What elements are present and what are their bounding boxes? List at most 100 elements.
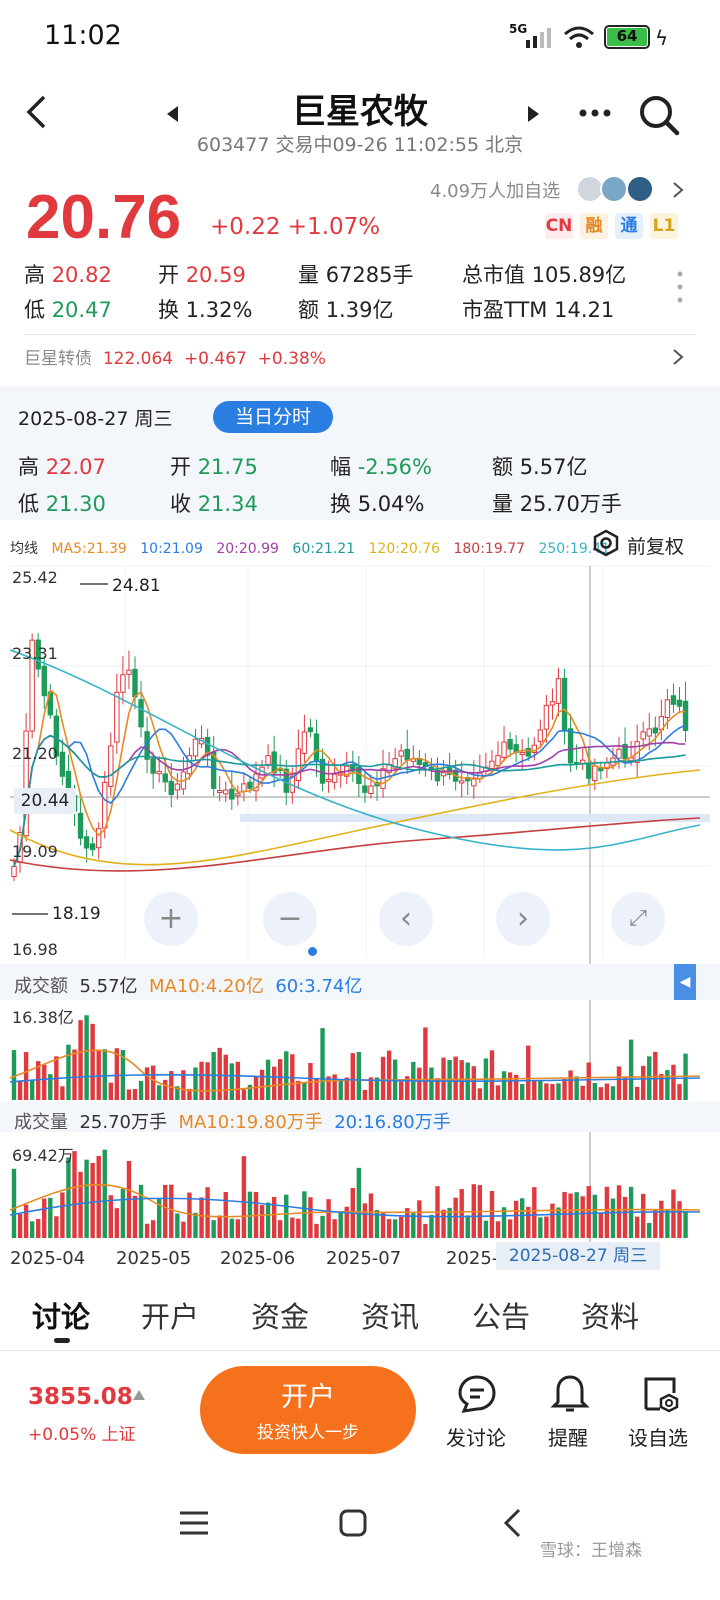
quote-pe: 市盈TTM 14.21	[462, 298, 615, 322]
add-watchlist-label[interactable]: 设自选	[628, 1426, 688, 1450]
amount-bar	[501, 1071, 507, 1100]
volume-bar	[392, 1219, 398, 1238]
stock-title: 巨星农牧	[292, 92, 428, 132]
amount-bar	[42, 1064, 47, 1100]
amount-bar	[580, 1085, 585, 1100]
volume-bar	[90, 1162, 95, 1238]
volume-bar	[314, 1223, 319, 1238]
tab-open-account[interactable]: 开户	[141, 1300, 200, 1334]
back-icon[interactable]	[24, 94, 50, 130]
candle-body	[35, 639, 41, 670]
amount-bar	[84, 1015, 89, 1100]
prev-stock-icon[interactable]	[167, 106, 179, 122]
post-discussion-label[interactable]: 发讨论	[446, 1426, 506, 1450]
tab-funds[interactable]: 资金	[251, 1300, 310, 1334]
candle-body	[471, 777, 477, 787]
badge-connect: 通	[615, 213, 643, 239]
x-tick-3: 2025-06	[220, 1248, 296, 1269]
candle-body	[114, 691, 120, 743]
follower-avatars[interactable]	[576, 173, 662, 203]
scroll-right-button[interactable]: ›	[496, 892, 550, 946]
badge-margin: 融	[580, 213, 608, 239]
more-icon[interactable]	[578, 108, 612, 118]
volume-bar	[344, 1206, 349, 1238]
volume-bar	[241, 1156, 247, 1238]
candle-body	[223, 789, 229, 795]
convertible-bond-row[interactable]: 巨星转债 122.064 +0.467 +0.38%	[24, 349, 326, 369]
fullscreen-icon[interactable]: ⤢	[611, 892, 665, 946]
post-discussion-icon[interactable]	[456, 1373, 498, 1415]
chevron-right-icon[interactable]	[672, 181, 684, 199]
amount-bar	[350, 1053, 355, 1100]
day-turnover: 换 5.04%	[330, 492, 425, 516]
bond-chevron-icon[interactable]	[672, 348, 684, 366]
candle-body	[96, 828, 102, 849]
amount-bar	[181, 1070, 186, 1100]
index-value[interactable]: 3855.08	[28, 1384, 133, 1410]
volume-bar	[193, 1212, 198, 1238]
tab-announcements[interactable]: 公告	[472, 1300, 531, 1334]
intraday-tab-button[interactable]: 当日分时	[213, 401, 333, 433]
candle-body	[586, 762, 592, 779]
volume-bar	[138, 1184, 144, 1238]
candle-body	[168, 780, 175, 795]
volume-bar	[592, 1194, 597, 1238]
system-nav-bar: 雪球：王增森	[0, 1480, 720, 1600]
high-mark-label: 24.81	[112, 576, 161, 596]
volume-bar	[271, 1196, 277, 1238]
index-change[interactable]: +0.05% 上证	[28, 1425, 136, 1445]
day-close: 收 21.34	[170, 492, 258, 516]
amount-bar	[96, 1049, 101, 1100]
amount-bar	[102, 1049, 107, 1100]
ma5-line	[13, 688, 686, 867]
amount-bar	[538, 1080, 543, 1100]
candle-body	[507, 739, 513, 750]
bell-icon[interactable]	[550, 1372, 590, 1414]
volume-bar	[526, 1206, 531, 1238]
volume-bar	[163, 1184, 168, 1238]
menu-icon[interactable]	[178, 1510, 210, 1536]
collapse-toggle-icon[interactable]: ◀	[674, 964, 696, 1000]
kline-chart[interactable]: 25.42 23.31 21.20 19.09 16.98 24.81 18.1…	[0, 560, 720, 1280]
tab-news[interactable]: 资讯	[361, 1300, 420, 1334]
volume-bar	[641, 1193, 646, 1238]
tab-profile[interactable]: 资料	[581, 1300, 640, 1334]
expand-more-icon[interactable]	[676, 270, 684, 304]
candle-body	[525, 747, 531, 757]
amount-bar	[150, 1065, 156, 1100]
volume-bar	[114, 1208, 120, 1238]
candle-body	[598, 768, 604, 772]
volume-bar	[447, 1207, 452, 1238]
volume-bar	[302, 1191, 307, 1238]
candle-body	[192, 738, 199, 757]
ma60-line	[13, 734, 686, 867]
volume-bar	[157, 1198, 162, 1238]
volume-bar	[29, 1221, 35, 1238]
volume-bar	[320, 1215, 325, 1238]
volume-bar	[501, 1207, 507, 1238]
add-watchlist-icon[interactable]	[640, 1373, 680, 1415]
adjust-label[interactable]: 前复权	[627, 536, 685, 558]
amount-bar	[641, 1065, 646, 1100]
volume-bar	[296, 1218, 301, 1238]
next-stock-icon[interactable]	[528, 106, 540, 122]
volume-bar	[532, 1187, 537, 1238]
volume-bar	[495, 1221, 501, 1238]
home-icon[interactable]	[338, 1508, 368, 1538]
volume-bar	[72, 1151, 77, 1238]
volume-bar	[229, 1218, 234, 1238]
amount-bar	[526, 1045, 531, 1100]
volume-bar	[120, 1189, 126, 1238]
volume-bar	[265, 1202, 271, 1238]
search-icon[interactable]	[638, 94, 680, 136]
nav-back-icon[interactable]	[502, 1508, 522, 1538]
scroll-left-button[interactable]: ‹	[379, 892, 433, 946]
zoom-out-button[interactable]: −	[263, 892, 317, 946]
tab-discussion[interactable]: 讨论	[32, 1300, 91, 1334]
open-account-button[interactable]: 开户 投资快人一步	[200, 1366, 416, 1454]
zoom-in-button[interactable]: +	[144, 892, 198, 946]
adjust-settings-icon[interactable]	[592, 529, 620, 557]
divider	[24, 334, 696, 335]
remind-label[interactable]: 提醒	[548, 1426, 588, 1450]
amount-bar	[622, 1076, 628, 1100]
